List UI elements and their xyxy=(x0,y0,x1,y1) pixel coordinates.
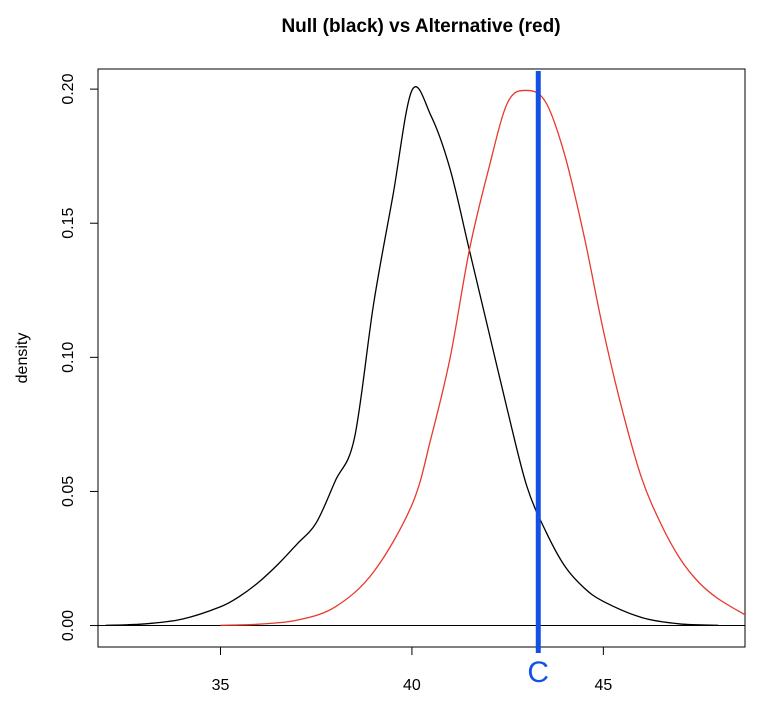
series-line-null xyxy=(105,86,719,626)
x-tick-label: 45 xyxy=(594,677,612,694)
y-tick-label: 0.10 xyxy=(60,342,77,373)
plot-area xyxy=(98,86,745,627)
critical-value-label: C xyxy=(527,656,549,689)
y-tick-label: 0.20 xyxy=(60,73,77,104)
y-tick-label: 0.00 xyxy=(60,610,77,641)
y-axis-label: density xyxy=(14,333,31,384)
series-line-alternative xyxy=(220,89,745,626)
y-tick-label: 0.05 xyxy=(60,476,77,507)
plot-frame xyxy=(97,68,746,648)
chart-title: Null (black) vs Alternative (red) xyxy=(281,16,560,37)
x-axis: 35 40 45 xyxy=(212,646,612,694)
x-tick-label: 35 xyxy=(212,677,230,694)
x-tick-label: 40 xyxy=(403,677,421,694)
y-axis: 0.00 0.05 0.10 0.15 0.20 xyxy=(60,73,99,641)
y-tick-label: 0.15 xyxy=(60,208,77,239)
